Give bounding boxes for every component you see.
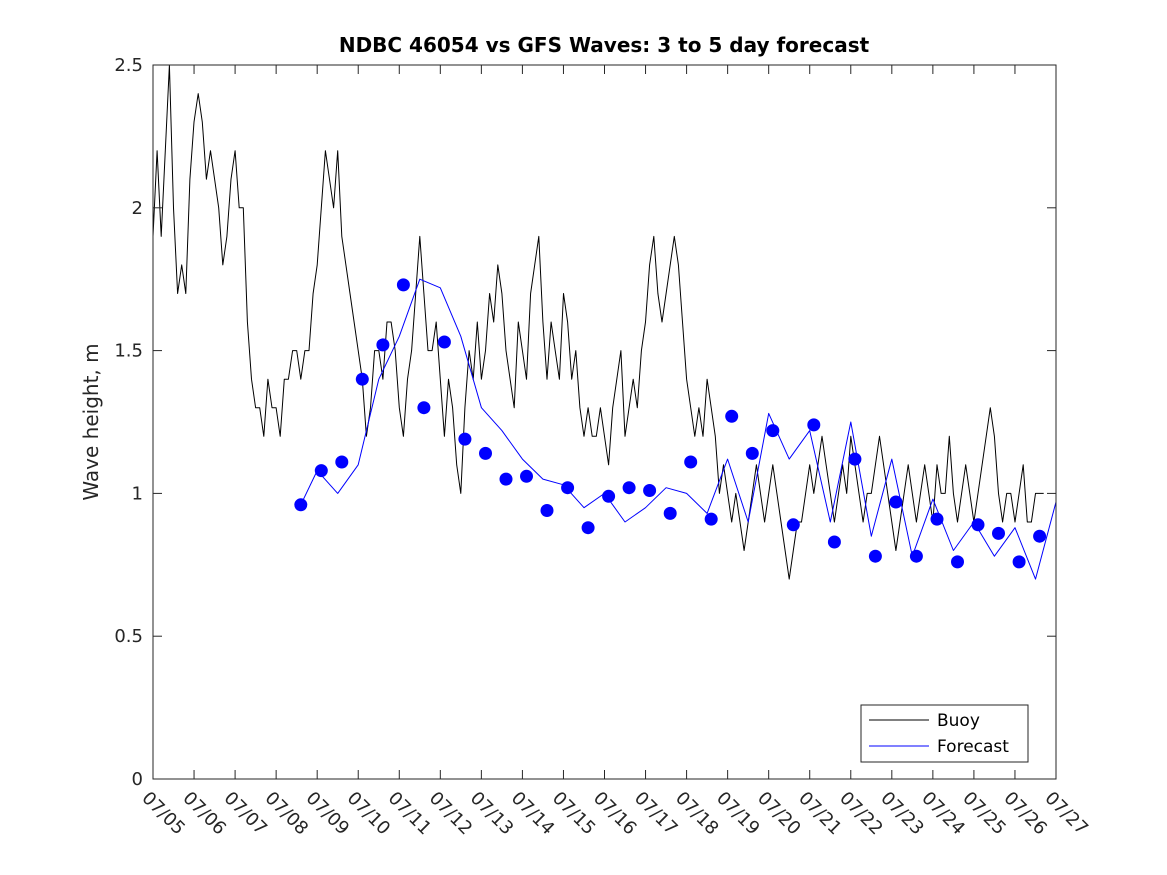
legend-label-buoy: Buoy (937, 711, 980, 731)
y-tick-label: 2 (132, 198, 143, 219)
forecast-point (355, 372, 369, 386)
forecast-point (971, 518, 985, 532)
chart-title: NDBC 46054 vs GFS Waves: 3 to 5 day fore… (339, 33, 870, 57)
forecast-point (745, 446, 759, 460)
forecast-point (581, 521, 595, 535)
forecast-point (684, 455, 698, 469)
forecast-point (848, 452, 862, 466)
forecast-point (1033, 529, 1047, 543)
forecast-point (314, 464, 328, 478)
forecast-point (622, 481, 636, 495)
forecast-point (376, 338, 390, 352)
forecast-point (458, 432, 472, 446)
forecast-point (335, 455, 349, 469)
y-axis-label: Wave height, m (79, 343, 103, 500)
series-line-buoy (152, 64, 1044, 580)
forecast-point (930, 512, 944, 526)
forecast-point (417, 401, 431, 415)
forecast-point (663, 506, 677, 520)
forecast-point (499, 472, 513, 486)
y-tick-label: 0 (132, 769, 143, 790)
legend: Buoy Forecast (860, 704, 1029, 763)
y-tick-label: 2.5 (114, 55, 143, 76)
forecast-point (786, 518, 800, 532)
legend-label-forecast: Forecast (937, 737, 1009, 757)
y-tick-label: 1.5 (114, 341, 143, 362)
series-line-forecast (300, 278, 1057, 580)
forecast-point (437, 335, 451, 349)
forecast-point (1012, 555, 1026, 569)
forecast-point (827, 535, 841, 549)
forecast-point (520, 469, 533, 483)
forecast-point (643, 484, 657, 497)
forecast-point (807, 418, 821, 432)
forecast-point (561, 481, 575, 495)
y-axis: 0 0.5 1 1.5 2 2.5 (114, 55, 1056, 790)
forecast-point (396, 278, 410, 292)
forecast-point (889, 495, 903, 509)
forecast-point (540, 504, 554, 517)
forecast-point (725, 409, 739, 423)
plot-area (152, 64, 1057, 580)
y-tick-label: 1 (132, 483, 143, 504)
forecast-point (868, 549, 882, 563)
forecast-point (766, 424, 780, 438)
legend-box (860, 704, 1029, 763)
forecast-point (704, 512, 718, 526)
forecast-point (294, 498, 308, 512)
forecast-point (951, 555, 964, 569)
forecast-point (909, 549, 923, 563)
y-tick-label: 0.5 (114, 626, 143, 647)
forecast-point (992, 526, 1005, 540)
forecast-point (602, 489, 616, 503)
forecast-point (479, 446, 492, 460)
